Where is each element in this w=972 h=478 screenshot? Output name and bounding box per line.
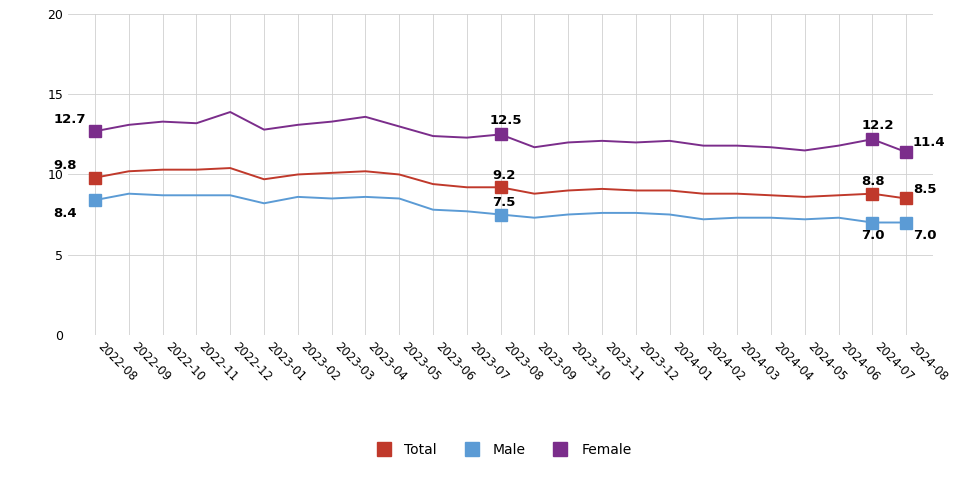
Text: 7.5: 7.5 bbox=[492, 196, 515, 209]
Text: 8.8: 8.8 bbox=[861, 175, 885, 188]
Text: 8.4: 8.4 bbox=[53, 206, 77, 219]
Text: 11.4: 11.4 bbox=[913, 136, 946, 149]
Legend: Total, Male, Female: Total, Male, Female bbox=[364, 437, 637, 462]
Text: 12.2: 12.2 bbox=[861, 120, 893, 132]
Text: 8.5: 8.5 bbox=[913, 183, 937, 196]
Text: 9.2: 9.2 bbox=[492, 169, 515, 182]
Text: 7.0: 7.0 bbox=[861, 229, 885, 242]
Text: 12.5: 12.5 bbox=[490, 115, 522, 128]
Text: 9.8: 9.8 bbox=[53, 159, 77, 172]
Text: 7.0: 7.0 bbox=[913, 229, 937, 242]
Text: 12.7: 12.7 bbox=[53, 113, 86, 126]
